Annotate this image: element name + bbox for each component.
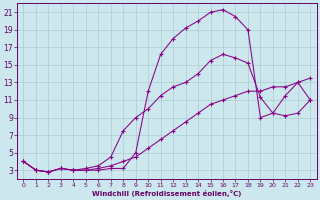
X-axis label: Windchill (Refroidissement éolien,°C): Windchill (Refroidissement éolien,°C)	[92, 190, 242, 197]
